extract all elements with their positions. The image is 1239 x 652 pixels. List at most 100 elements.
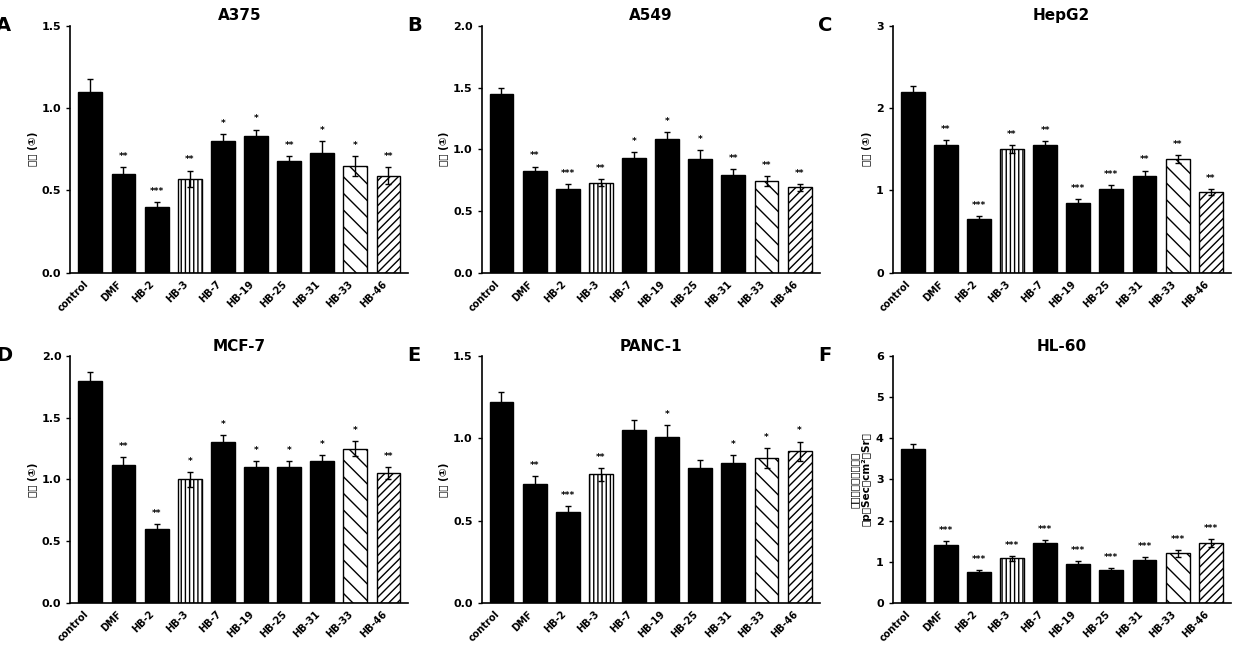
Text: **: ** xyxy=(119,442,128,451)
Bar xyxy=(1199,543,1223,602)
Bar xyxy=(1033,543,1057,602)
Text: **: ** xyxy=(530,461,539,470)
Text: *: * xyxy=(731,439,736,449)
Bar xyxy=(278,161,301,273)
Text: *: * xyxy=(764,433,769,442)
Text: ***: *** xyxy=(560,169,575,177)
Text: **: ** xyxy=(384,152,393,161)
Text: **: ** xyxy=(530,151,539,160)
Text: ***: *** xyxy=(1137,542,1152,550)
Text: **: ** xyxy=(762,161,771,170)
Bar xyxy=(78,381,103,602)
Text: ***: *** xyxy=(971,201,986,210)
Bar xyxy=(689,468,712,602)
Bar xyxy=(1132,559,1156,602)
Bar xyxy=(1166,159,1189,273)
Title: HepG2: HepG2 xyxy=(1033,8,1090,23)
Text: *: * xyxy=(698,136,703,144)
Bar xyxy=(966,219,991,273)
Text: ***: *** xyxy=(1203,524,1218,533)
Text: *: * xyxy=(286,446,291,454)
Bar xyxy=(78,92,103,273)
Bar xyxy=(1199,192,1223,273)
Text: ***: *** xyxy=(1072,185,1085,193)
Bar xyxy=(755,181,778,273)
Bar xyxy=(589,183,613,273)
Bar xyxy=(377,175,400,273)
Bar xyxy=(788,451,812,602)
Bar xyxy=(622,430,646,602)
Bar xyxy=(622,158,646,273)
Text: **: ** xyxy=(1140,155,1150,164)
Bar xyxy=(1000,558,1023,602)
Y-axis label: 增殖 (①): 增殖 (①) xyxy=(439,462,449,497)
Bar xyxy=(178,479,202,602)
Text: **: ** xyxy=(1041,126,1049,135)
Text: ***: *** xyxy=(939,526,953,535)
Bar xyxy=(1000,149,1023,273)
Bar xyxy=(966,572,991,602)
Text: D: D xyxy=(0,346,12,365)
Text: **: ** xyxy=(795,169,804,177)
Text: *: * xyxy=(187,457,192,466)
Bar xyxy=(655,437,679,602)
Text: ***: *** xyxy=(150,186,164,196)
Bar xyxy=(112,174,135,273)
Text: ***: *** xyxy=(1171,535,1184,544)
Bar xyxy=(901,92,924,273)
Bar xyxy=(211,141,234,273)
Y-axis label: 增殖 (①): 增殖 (①) xyxy=(862,132,872,166)
Text: F: F xyxy=(819,346,831,365)
Text: ***: *** xyxy=(560,490,575,499)
Text: **: ** xyxy=(940,125,950,134)
Bar xyxy=(278,467,301,602)
Text: *: * xyxy=(320,439,325,449)
Bar xyxy=(310,153,335,273)
Text: *: * xyxy=(632,136,637,145)
Bar xyxy=(1067,564,1090,602)
Bar xyxy=(788,188,812,273)
Bar xyxy=(721,175,746,273)
Bar xyxy=(211,443,234,602)
Bar xyxy=(1099,570,1124,602)
Text: **: ** xyxy=(596,164,606,173)
Bar xyxy=(1067,203,1090,273)
Text: *: * xyxy=(797,426,802,436)
Text: *: * xyxy=(221,119,225,128)
Y-axis label: 增殖 (①): 增殖 (①) xyxy=(27,132,37,166)
Text: **: ** xyxy=(1007,130,1017,139)
Text: B: B xyxy=(408,16,422,35)
Text: ***: *** xyxy=(1038,525,1052,534)
Bar xyxy=(343,449,367,602)
Y-axis label: 增殖 (①): 增殖 (①) xyxy=(439,132,449,166)
Bar xyxy=(934,145,958,273)
Text: **: ** xyxy=(1206,173,1215,183)
Bar xyxy=(1033,145,1057,273)
Text: **: ** xyxy=(285,141,294,150)
Text: **: ** xyxy=(596,452,606,462)
Bar xyxy=(244,467,268,602)
Text: *: * xyxy=(221,420,225,429)
Title: HL-60: HL-60 xyxy=(1037,338,1087,353)
Bar xyxy=(244,136,268,273)
Bar xyxy=(589,475,613,602)
Text: **: ** xyxy=(384,452,393,461)
Text: *: * xyxy=(254,114,259,123)
Text: ***: *** xyxy=(1072,546,1085,555)
Text: *: * xyxy=(665,410,669,419)
Text: ***: *** xyxy=(1005,541,1020,550)
Bar xyxy=(489,94,513,273)
Bar xyxy=(556,512,580,602)
Bar xyxy=(901,449,924,602)
Title: A549: A549 xyxy=(628,8,673,23)
Bar xyxy=(1166,554,1189,602)
Text: ***: *** xyxy=(971,555,986,564)
Bar xyxy=(755,458,778,602)
Text: C: C xyxy=(819,16,833,35)
Bar xyxy=(310,461,335,602)
Text: **: ** xyxy=(1173,140,1182,149)
Text: A: A xyxy=(0,16,11,35)
Bar xyxy=(523,484,546,602)
Y-axis label: 白血病细胞内分布量
（p／Sec／cm²／Sr）: 白血病细胞内分布量 （p／Sec／cm²／Sr） xyxy=(850,432,872,526)
Bar xyxy=(112,465,135,602)
